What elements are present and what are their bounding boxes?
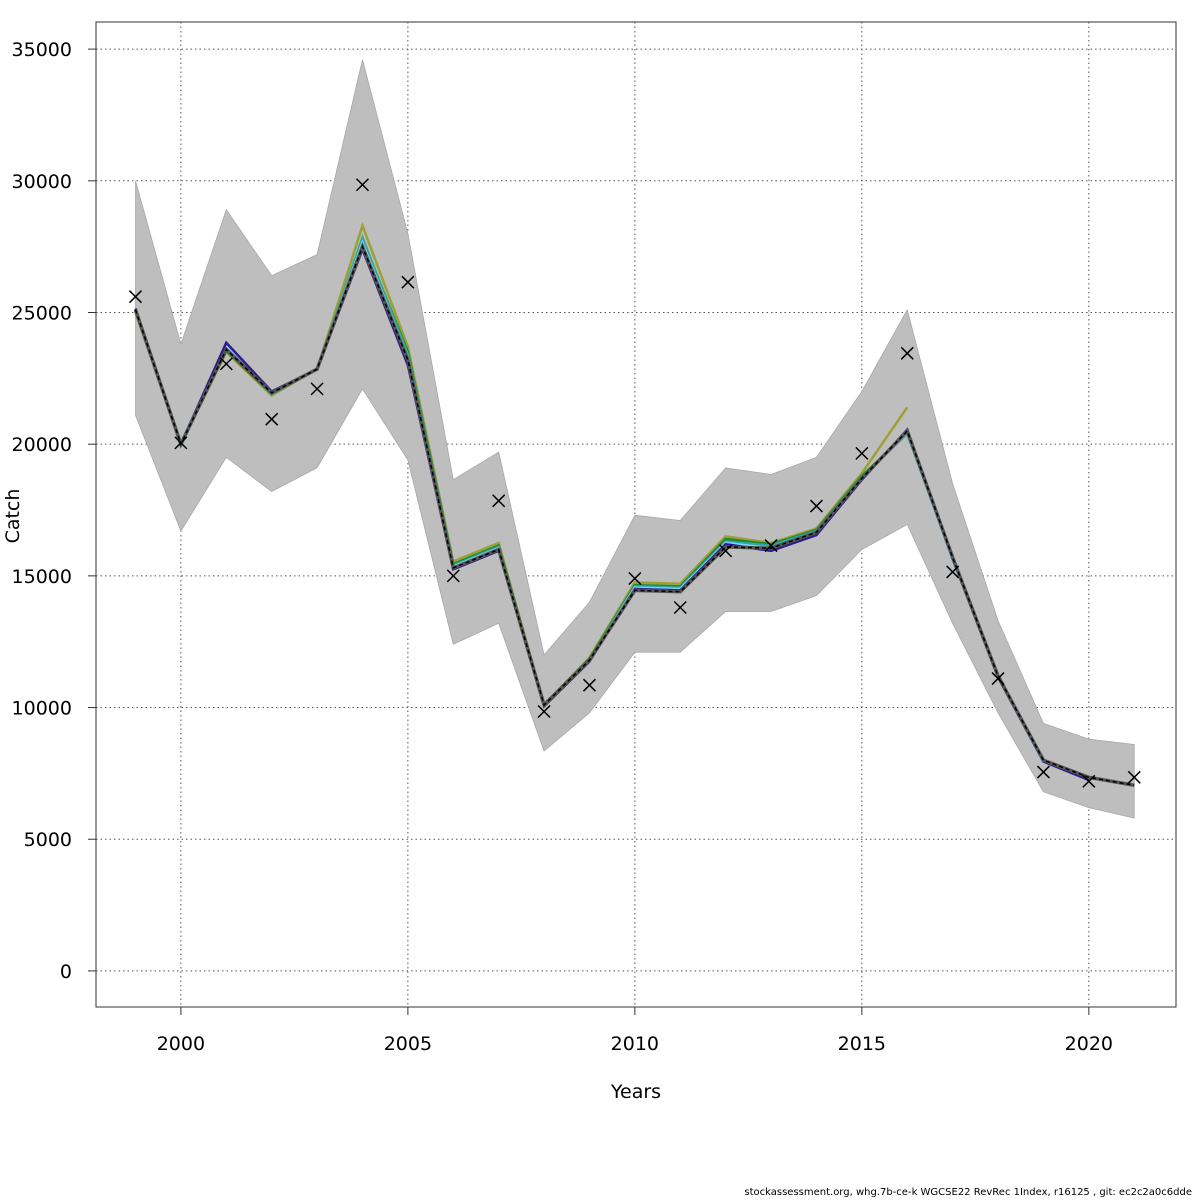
x-tick-label: 2010 [611,1033,659,1055]
observed-points [128,178,1141,788]
observed-point [946,565,960,579]
y-tick-label: 5000 [24,829,72,851]
y-tick-label: 20000 [12,434,72,456]
x-axis-label: Years [610,1081,661,1103]
observed-point [900,346,914,360]
footer-credit: stockassessment.org, whg.7b-ce-k WGCSE22… [744,1187,1192,1198]
observed-point [991,672,1005,686]
observed-point [582,678,596,692]
observed-point [1127,770,1141,784]
observed-point [492,494,506,508]
y-tick-label: 0 [60,961,72,983]
observed-point [174,436,188,450]
observed-point [1036,765,1050,779]
y-tick-label: 15000 [12,566,72,588]
observed-point [628,571,642,586]
x-tick-label: 2015 [838,1033,886,1055]
x-tick-label: 2000 [157,1033,205,1055]
observed-point [401,275,415,289]
y-axis-label: Catch [2,489,24,544]
series-line-base [134,244,1135,786]
grid [96,22,1176,1007]
observed-point [673,600,687,614]
observed-point [537,704,551,719]
axes: 2000 2005 2010 2015 2020 0 5000 10000 15000 20000… [12,21,1177,1055]
observed-point [355,178,370,192]
observed-point [128,290,143,304]
y-tick-label: 35000 [12,39,72,61]
confidence-band [135,59,1135,819]
plot-frame [95,21,1177,1008]
observed-point [764,539,778,553]
y-tick-label: 25000 [12,302,72,324]
x-tick-label: 2005 [384,1033,432,1055]
observed-point [809,499,823,513]
series-lines [133,221,1135,787]
observed-point [310,382,324,396]
observed-point [719,544,733,558]
confidence-band-area [135,59,1135,819]
observed-point [265,412,279,426]
observed-point [1082,774,1096,788]
observed-point [446,569,460,583]
y-tick-label: 30000 [12,171,72,193]
observed-point [855,446,869,460]
y-tick-label: 10000 [12,698,72,720]
observed-point [219,357,233,371]
x-tick-label: 2020 [1065,1033,1113,1055]
